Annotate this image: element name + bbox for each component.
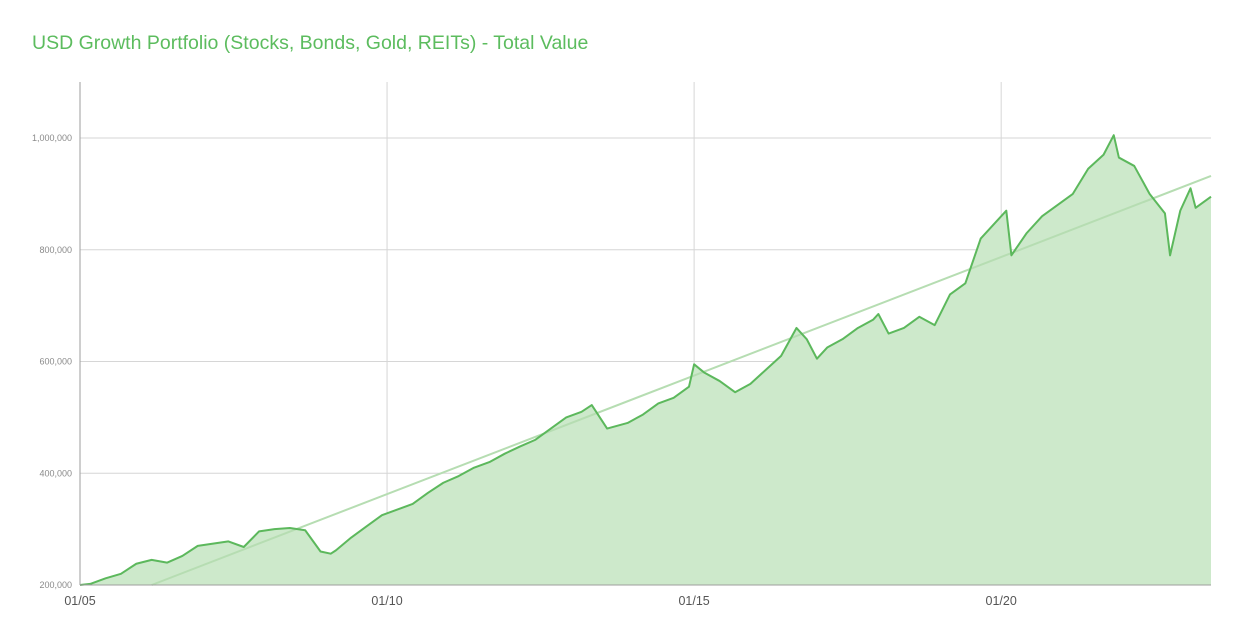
data-point [227, 540, 229, 542]
data-point [1133, 165, 1135, 167]
data-point [795, 327, 797, 329]
y-tick-label: 200,000 [39, 580, 72, 590]
data-point [473, 466, 475, 468]
y-tick-label: 1,000,000 [32, 133, 72, 143]
data-point [243, 546, 245, 548]
data-point [1164, 212, 1166, 214]
data-point [565, 416, 567, 418]
data-point [841, 338, 843, 340]
data-point [980, 237, 982, 239]
data-point [877, 313, 879, 315]
data-point [197, 545, 199, 547]
data-point [396, 508, 398, 510]
data-point [857, 327, 859, 329]
data-point [1169, 254, 1171, 256]
data-point [642, 413, 644, 415]
data-point [258, 530, 260, 532]
data-point [688, 385, 690, 387]
series-area [80, 135, 1211, 585]
data-point [150, 559, 152, 561]
data-point [1056, 204, 1058, 206]
data-point [534, 439, 536, 441]
data-point [319, 550, 321, 552]
data-point [166, 561, 168, 563]
data-point [749, 383, 751, 385]
data-point [550, 427, 552, 429]
data-point [806, 338, 808, 340]
data-point [120, 573, 122, 575]
data-point [519, 445, 521, 447]
data-point [606, 427, 608, 429]
data-point [765, 369, 767, 371]
data-point [1041, 215, 1043, 217]
data-point [734, 391, 736, 393]
data-point [330, 553, 332, 555]
data-point [1113, 134, 1115, 136]
x-tick-label: 01/10 [371, 594, 402, 608]
data-point [672, 397, 674, 399]
x-tick-label: 01/05 [64, 594, 95, 608]
data-point [212, 542, 214, 544]
data-point [780, 355, 782, 357]
data-point [488, 461, 490, 463]
data-point [1026, 232, 1028, 234]
trend-line [151, 175, 1212, 586]
data-point [1210, 195, 1212, 197]
data-point [949, 293, 951, 295]
data-point [903, 327, 905, 329]
data-point [1118, 156, 1120, 158]
data-point [289, 527, 291, 529]
data-point [887, 332, 889, 334]
data-point [1179, 209, 1181, 211]
data-point [580, 411, 582, 413]
data-point [703, 371, 705, 373]
data-point [504, 452, 506, 454]
data-point [719, 380, 721, 382]
data-point [1005, 209, 1007, 211]
data-point [365, 525, 367, 527]
x-tick-label: 01/15 [678, 594, 709, 608]
data-point [411, 503, 413, 505]
data-point [381, 514, 383, 516]
data-point [657, 402, 659, 404]
data-point [995, 221, 997, 223]
y-tick-label: 800,000 [39, 245, 72, 255]
data-point [458, 475, 460, 477]
data-point [626, 422, 628, 424]
data-point [1189, 187, 1191, 189]
data-point [872, 318, 874, 320]
data-point [964, 282, 966, 284]
data-point [442, 482, 444, 484]
data-point [591, 404, 593, 406]
y-tick-label: 600,000 [39, 357, 72, 367]
series-line [79, 134, 1212, 586]
data-point [427, 492, 429, 494]
data-point [933, 324, 935, 326]
data-point [816, 358, 818, 360]
y-tick-label: 400,000 [39, 468, 72, 478]
data-point [1148, 193, 1150, 195]
data-point [335, 549, 337, 551]
chart-title: USD Growth Portfolio (Stocks, Bonds, Gol… [32, 32, 589, 54]
data-point [104, 577, 106, 579]
data-point [1102, 154, 1104, 156]
data-point [826, 346, 828, 348]
data-point [918, 316, 920, 318]
data-point [135, 563, 137, 565]
x-tick-label: 01/20 [986, 594, 1017, 608]
data-point [693, 363, 695, 365]
data-point [1010, 254, 1012, 256]
data-point [1194, 207, 1196, 209]
data-point [304, 529, 306, 531]
data-point [181, 555, 183, 557]
data-point [1072, 193, 1074, 195]
data-point [273, 528, 275, 530]
data-point [350, 536, 352, 538]
data-point [1087, 168, 1089, 170]
